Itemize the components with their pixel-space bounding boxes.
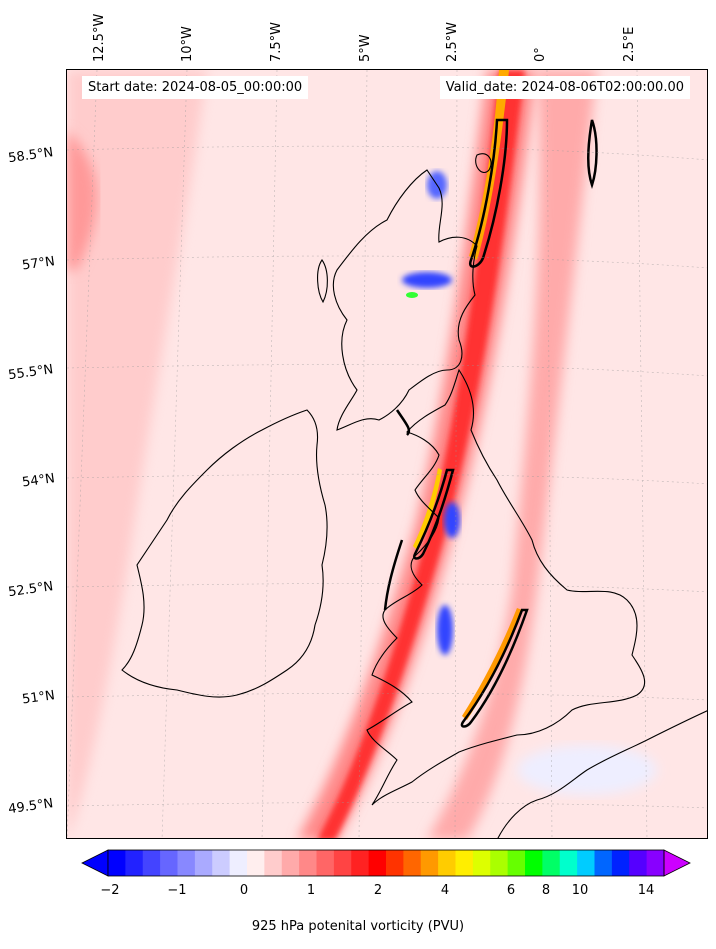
field-band-east <box>428 70 597 838</box>
coast-france <box>497 710 707 838</box>
field-core-yellow <box>413 468 442 550</box>
field-band-front-core <box>318 70 525 838</box>
field-core-green <box>406 292 418 298</box>
lon-label: 2.5°W <box>445 21 460 62</box>
field-negative-patch <box>437 605 453 655</box>
pv-contour <box>460 608 529 728</box>
colorbar-swatch <box>577 850 595 876</box>
pv-contour <box>383 539 404 611</box>
lat-label: 57°N <box>21 254 56 274</box>
colorbar-swatch <box>507 850 526 876</box>
field-negative-patch <box>402 272 452 288</box>
colorbar-tick-label: 10 <box>571 883 589 898</box>
field-core-orange <box>469 70 509 260</box>
lat-label: 51°N <box>21 688 56 708</box>
colorbar-swatch <box>212 850 231 876</box>
colorbar-swatch <box>542 850 561 876</box>
lon-label: 0° <box>533 47 548 62</box>
field-band-northwest <box>67 130 98 270</box>
field-negative-patch <box>444 502 460 538</box>
colorbar-swatch <box>247 850 265 876</box>
colorbar-over-arrow <box>663 849 691 877</box>
colorbar-swatch <box>472 850 491 876</box>
colorbar-swatch <box>281 850 300 876</box>
colorbar-tick-label: 1 <box>306 883 316 898</box>
coast-orkney <box>475 153 492 173</box>
pv-contour <box>468 118 509 268</box>
colorbar-swatch <box>160 850 178 876</box>
lon-label: 7.5°W <box>269 21 284 62</box>
field-band-west <box>67 70 207 838</box>
colorbar-swatch <box>629 850 648 876</box>
coast-england-wales <box>366 368 646 806</box>
colorbar-swatch <box>264 850 283 876</box>
colorbar-swatch <box>194 850 213 876</box>
lat-label: 49.5°N <box>7 796 55 818</box>
coast-hebrides <box>317 259 328 304</box>
field-core-orange <box>462 608 522 720</box>
pv-contour <box>395 409 411 436</box>
lat-label: 52.5°N <box>7 579 55 601</box>
colorbar-swatch <box>386 850 404 876</box>
lon-label: 2.5°E <box>622 26 637 62</box>
colorbar-tick-label: 0 <box>239 883 249 898</box>
coast-scotland <box>332 169 478 431</box>
colorbar-border <box>107 849 665 877</box>
colorbar-tick-label: 6 <box>506 883 516 898</box>
colorbar-swatch <box>594 850 613 876</box>
colorbar-swatch <box>316 850 335 876</box>
colorbar-swatch <box>490 850 509 876</box>
start-date-label: Start date: 2024-08-05_00:00:00 <box>82 76 309 99</box>
colorbar-swatch <box>525 850 543 876</box>
colorbar-tick-label: 2 <box>373 883 383 898</box>
lat-label: 58.5°N <box>7 145 55 167</box>
map-panel <box>66 69 708 839</box>
colorbar-title: 925 hPa potenital vorticity (PVU) <box>251 919 465 934</box>
colorbar-tick-label: −1 <box>167 883 187 898</box>
colorbar-swatch <box>142 850 161 876</box>
colorbar-swatch <box>125 850 144 876</box>
graticule <box>67 70 707 838</box>
coast-ireland <box>121 409 328 698</box>
colorbar-swatch <box>420 850 439 876</box>
colorbar-swatch <box>559 850 578 876</box>
colorbar-swatch <box>333 850 352 876</box>
lon-label: 12.5°W <box>92 13 107 62</box>
colorbar-tick-label: 4 <box>440 883 450 898</box>
colorbar-tick-label: 14 <box>637 883 655 898</box>
coastlines <box>121 153 707 838</box>
lat-label: 54°N <box>21 471 56 491</box>
colorbar-tick-label: 8 <box>541 883 551 898</box>
lon-label: 5°W <box>358 34 373 62</box>
colorbar-swatch <box>455 850 474 876</box>
colorbar-swatch <box>299 850 317 876</box>
colorbar-swatch <box>177 850 196 876</box>
colorbar-swatch <box>108 850 126 876</box>
colorbar-svg <box>81 849 691 877</box>
colorbar-tick-label: −2 <box>100 883 120 898</box>
colorbar-swatch <box>229 850 248 876</box>
colorbar-under-arrow <box>81 849 109 877</box>
colorbar-swatch <box>611 850 630 876</box>
colorbar-swatch <box>351 850 370 876</box>
colorbar-swatch <box>368 850 387 876</box>
colorbar-swatch <box>438 850 456 876</box>
pv-contour <box>587 119 598 189</box>
lon-label: 10°W <box>180 26 195 62</box>
lat-label: 55.5°N <box>7 362 55 384</box>
colorbar-swatch <box>403 850 422 876</box>
map-canvas <box>67 70 707 838</box>
valid-date-label: Valid_date: 2024-08-06T02:00:00.00 <box>439 76 690 99</box>
colorbar-swatch <box>646 850 665 876</box>
colorbar <box>80 843 692 885</box>
